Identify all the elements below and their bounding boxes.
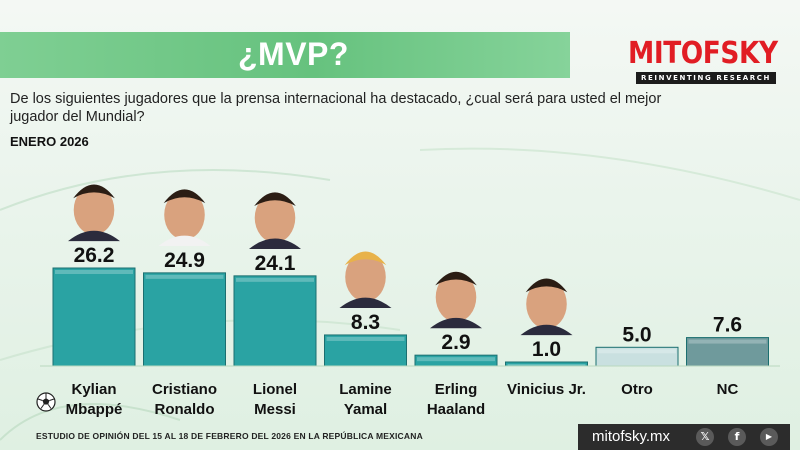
- soccer-ball-icon: [36, 392, 56, 412]
- website-link[interactable]: mitofsky.mx: [592, 428, 671, 445]
- youtube-icon[interactable]: ▶: [760, 428, 778, 446]
- bar-value-label: 5.0: [622, 323, 651, 346]
- bar-value-label: 24.9: [164, 249, 205, 272]
- category-label: Kylian: [71, 381, 116, 398]
- category-label: Lamine: [339, 381, 392, 398]
- category-label: Cristiano: [152, 381, 217, 398]
- category-label: Otro: [621, 381, 653, 398]
- category-label: Erling: [435, 381, 478, 398]
- category-label: NC: [717, 381, 739, 398]
- category-label: Lionel: [253, 381, 297, 398]
- category-label: Ronaldo: [155, 401, 215, 418]
- bar-group: 1.0 Vinicius Jr.: [505, 278, 588, 398]
- survey-question: De los siguientes jugadores que la prens…: [10, 91, 662, 125]
- brand-logo: MITOFSKY: [628, 36, 778, 71]
- category-label: Vinicius Jr.: [507, 381, 586, 398]
- bar-highlight: [55, 270, 133, 274]
- bar-value-label: 7.6: [713, 314, 742, 337]
- bar: [143, 272, 226, 367]
- bar-group: 26.2 Kylian Mbappé: [52, 184, 136, 418]
- bar-highlight: [688, 339, 767, 344]
- bar-group: 5.0 Otro: [595, 323, 679, 398]
- facebook-icon[interactable]: f: [728, 428, 746, 446]
- category-label: Yamal: [344, 401, 387, 418]
- bar: [52, 267, 136, 367]
- brand-tagline: REINVENTING RESEARCH: [636, 72, 776, 84]
- player-photo: [158, 189, 211, 246]
- page-title: ¿MVP?: [238, 36, 349, 72]
- category-label: Mbappé: [66, 401, 123, 418]
- bar-value-label: 24.1: [255, 252, 296, 275]
- title-band: [0, 32, 570, 78]
- bar-highlight: [236, 277, 314, 282]
- category-label: Haaland: [427, 401, 485, 418]
- bar-group: 8.3 Lamine Yamal: [324, 251, 407, 418]
- x-icon[interactable]: 𝕏: [696, 428, 714, 446]
- player-photo: [68, 184, 120, 242]
- bar-highlight: [326, 336, 405, 341]
- bar-group: 24.1 Lionel Messi: [233, 192, 317, 418]
- bar: [324, 334, 407, 367]
- player-photo: [339, 251, 392, 309]
- player-photo: [249, 192, 301, 249]
- bar-highlight: [598, 349, 676, 354]
- bar-group: 2.9 Erling Haaland: [414, 271, 498, 418]
- bar-value-label: 26.2: [74, 244, 115, 267]
- player-photo: [430, 271, 482, 329]
- bar-highlight: [145, 274, 224, 279]
- category-label: Messi: [254, 401, 296, 418]
- bar-highlight: [417, 357, 495, 362]
- footer-note: ESTUDIO DE OPINIÓN DEL 15 AL 18 DE FEBRE…: [36, 431, 423, 441]
- bar: [233, 275, 317, 367]
- bar-group: 24.9 Cristiano Ronaldo: [143, 189, 226, 418]
- footer-bar: [578, 424, 790, 450]
- player-photo: [520, 278, 573, 336]
- bar-highlight: [507, 364, 586, 366]
- bar-group: 7.6 NC: [686, 314, 769, 398]
- bar-value-label: 8.3: [351, 311, 380, 334]
- bar-value-label: 1.0: [532, 338, 561, 361]
- bar-value-label: 2.9: [441, 331, 470, 354]
- survey-period: ENERO 2026: [10, 134, 89, 149]
